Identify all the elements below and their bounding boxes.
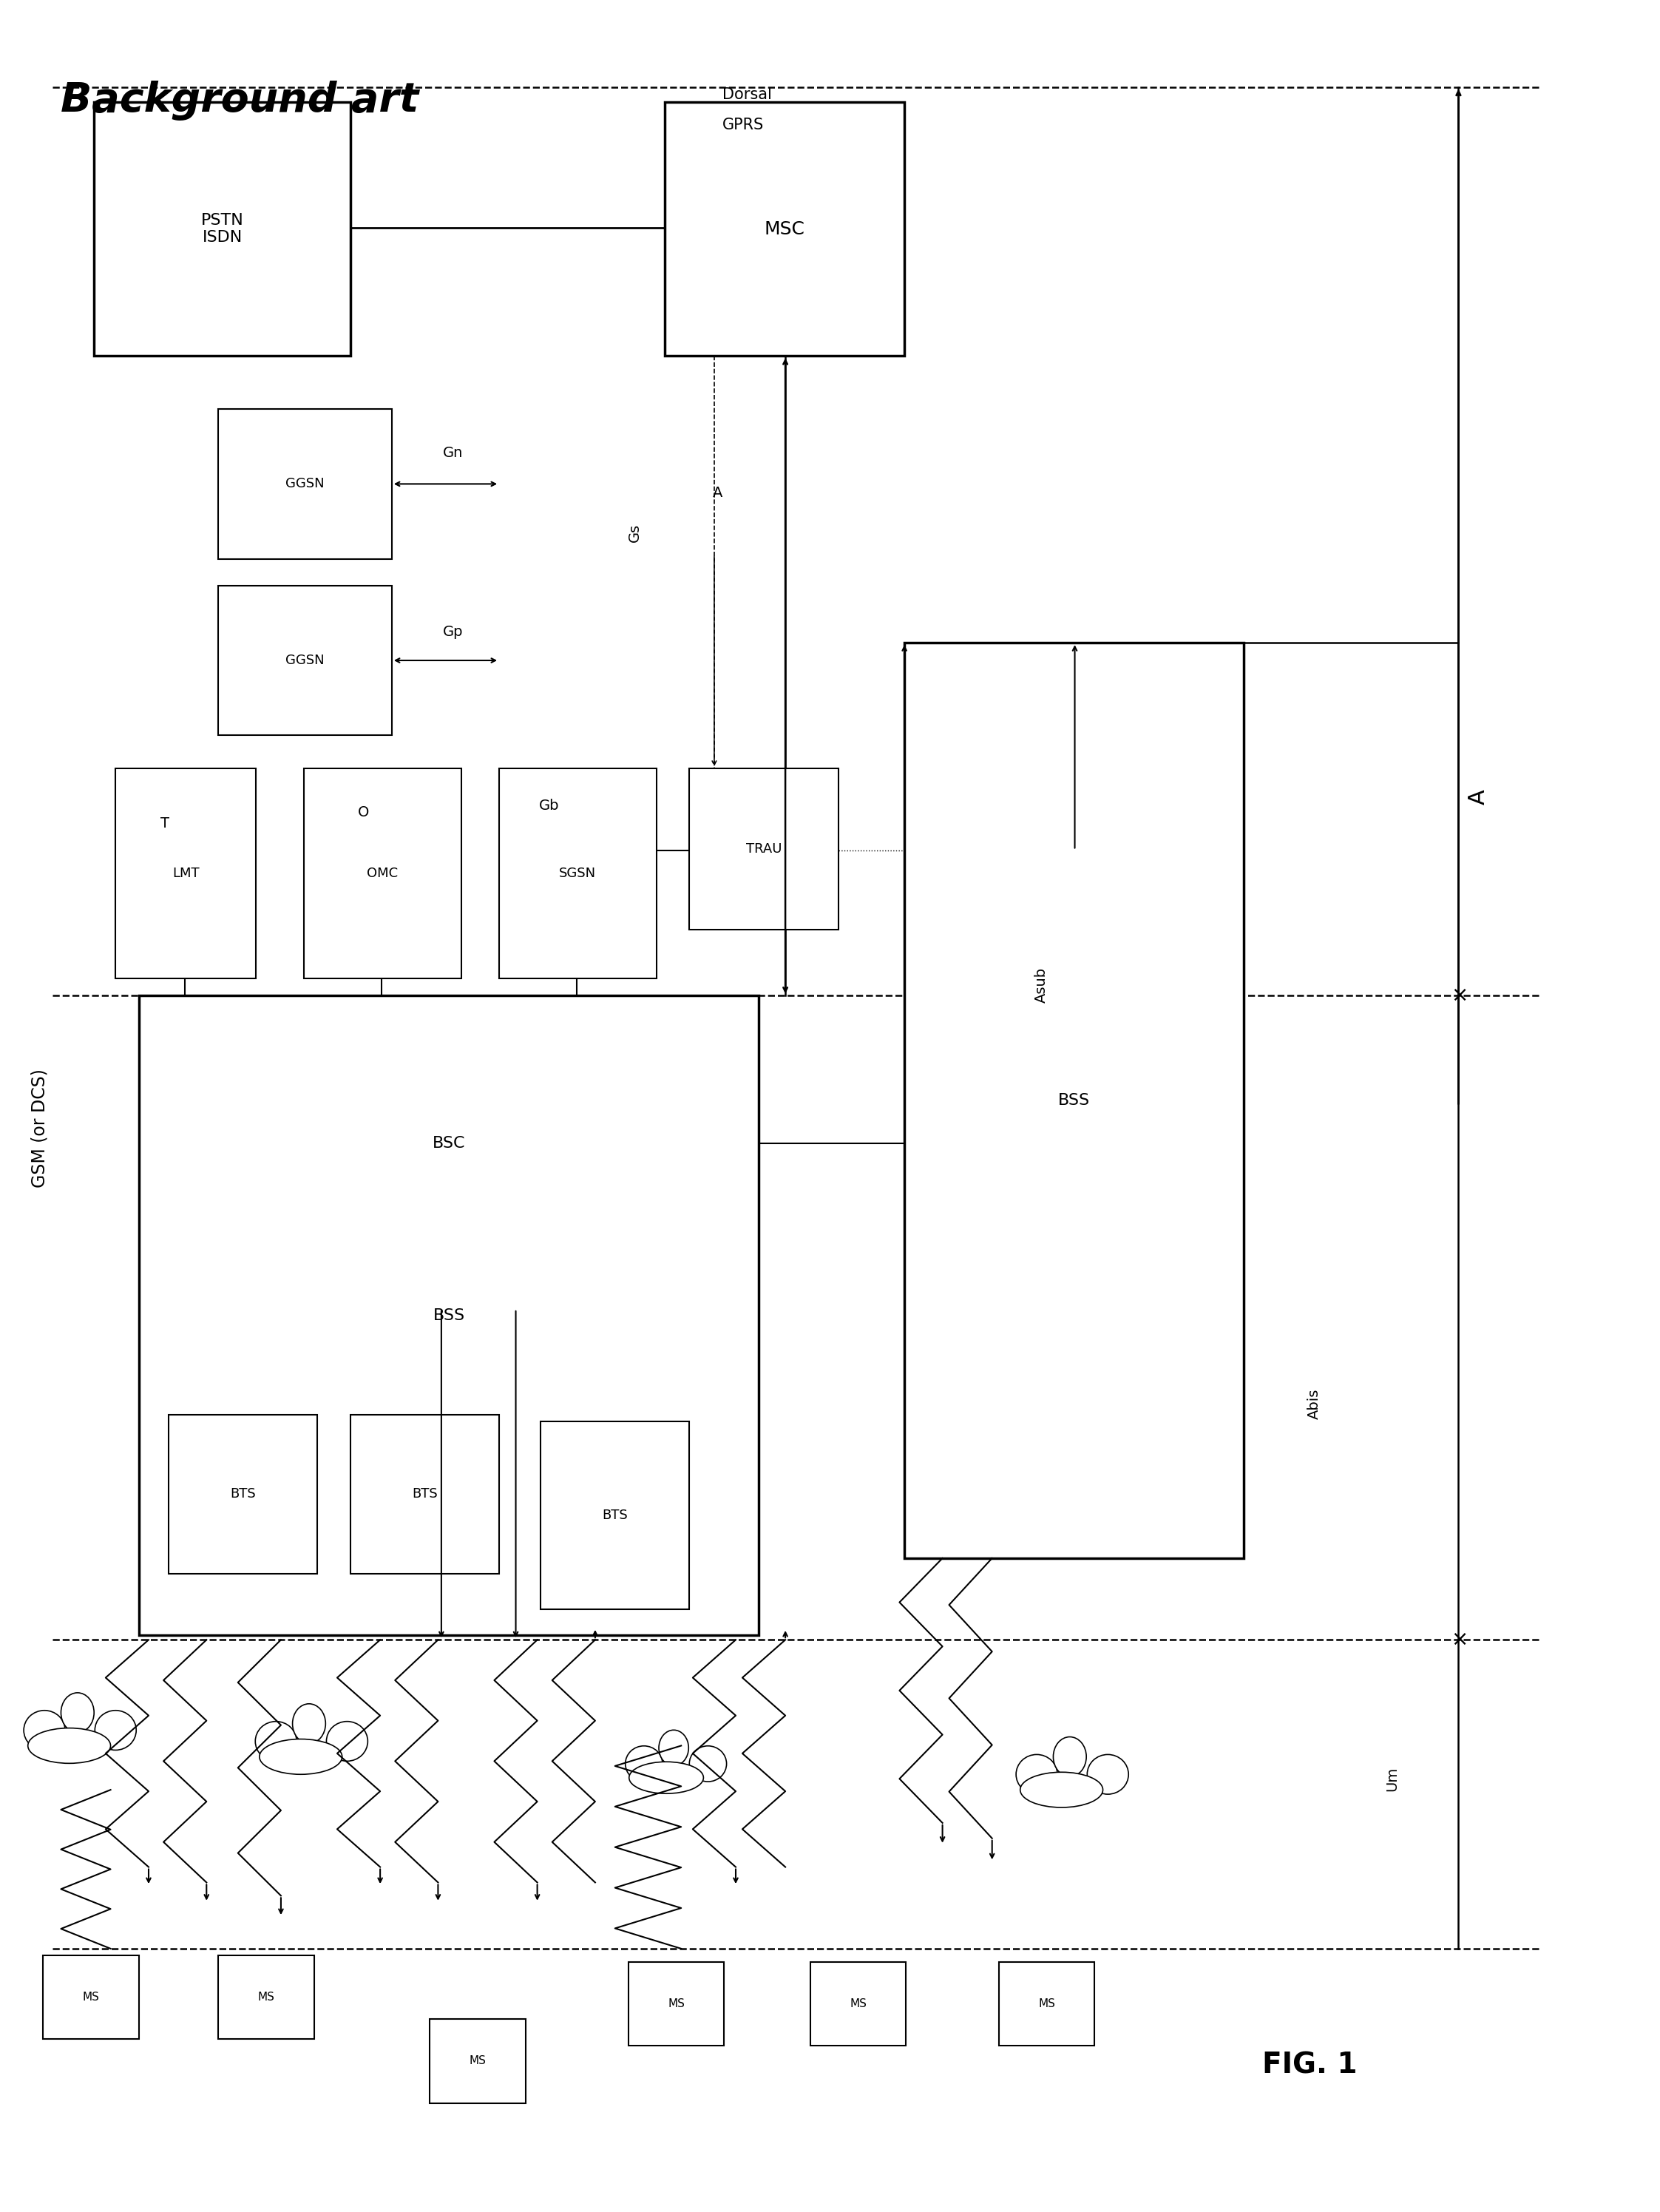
Ellipse shape (327, 1721, 369, 1761)
Text: MS: MS (257, 1991, 274, 2002)
Ellipse shape (1016, 1754, 1057, 1794)
Ellipse shape (629, 1761, 704, 1794)
Text: Gp: Gp (443, 624, 463, 639)
Ellipse shape (1021, 1772, 1102, 1807)
Text: GGSN: GGSN (286, 655, 324, 668)
Text: BTS: BTS (412, 1489, 438, 1502)
FancyBboxPatch shape (664, 102, 905, 356)
Text: BTS: BTS (231, 1489, 256, 1502)
Ellipse shape (659, 1730, 689, 1765)
Ellipse shape (256, 1721, 297, 1761)
Text: BSC: BSC (432, 1137, 465, 1150)
FancyBboxPatch shape (156, 1000, 742, 1287)
Text: Gb: Gb (540, 799, 559, 814)
Text: MS: MS (1038, 1997, 1056, 2008)
Text: Background art: Background art (61, 80, 418, 119)
Text: MSC: MSC (764, 221, 805, 239)
Text: MS: MS (667, 1997, 684, 2008)
Text: Dorsal: Dorsal (722, 86, 772, 102)
Text: MS: MS (850, 1997, 867, 2008)
Text: A: A (712, 487, 722, 500)
Text: MS: MS (83, 1991, 100, 2002)
FancyBboxPatch shape (43, 1955, 139, 2039)
FancyBboxPatch shape (95, 102, 350, 356)
Text: Gn: Gn (443, 447, 463, 460)
Text: BSS: BSS (433, 1307, 465, 1323)
FancyBboxPatch shape (999, 1962, 1094, 2046)
FancyBboxPatch shape (350, 1416, 500, 1573)
Ellipse shape (23, 1710, 65, 1750)
FancyBboxPatch shape (217, 1955, 314, 2039)
Text: A: A (1467, 790, 1489, 805)
Ellipse shape (292, 1703, 325, 1743)
FancyBboxPatch shape (168, 1416, 317, 1573)
Text: O: O (359, 805, 369, 821)
Text: $\times$: $\times$ (1451, 984, 1466, 1006)
Text: Gs: Gs (627, 524, 642, 542)
Text: MS: MS (470, 2055, 486, 2066)
Text: Abis: Abis (1308, 1389, 1321, 1420)
Ellipse shape (1052, 1736, 1086, 1776)
Text: $\times$: $\times$ (1451, 1630, 1466, 1650)
Text: OMC: OMC (367, 867, 398, 880)
FancyBboxPatch shape (541, 1422, 689, 1608)
Ellipse shape (1087, 1754, 1129, 1794)
FancyBboxPatch shape (116, 768, 256, 978)
Text: Um: Um (1386, 1767, 1399, 1792)
Text: TRAU: TRAU (745, 843, 782, 856)
FancyBboxPatch shape (810, 1962, 906, 2046)
Ellipse shape (689, 1745, 727, 1781)
Text: GPRS: GPRS (722, 117, 764, 133)
Text: LMT: LMT (173, 867, 199, 880)
FancyBboxPatch shape (217, 586, 392, 734)
Text: BTS: BTS (603, 1509, 627, 1522)
Text: GGSN: GGSN (286, 478, 324, 491)
Text: BSS: BSS (1057, 1093, 1091, 1108)
FancyBboxPatch shape (217, 409, 392, 560)
Ellipse shape (95, 1710, 136, 1750)
Text: FIG. 1: FIG. 1 (1262, 2051, 1358, 2079)
Text: T: T (161, 816, 169, 832)
Text: Asub: Asub (1034, 967, 1049, 1002)
Text: PSTN
ISDN: PSTN ISDN (201, 212, 244, 246)
Ellipse shape (626, 1745, 662, 1781)
FancyBboxPatch shape (689, 768, 838, 929)
FancyBboxPatch shape (139, 995, 759, 1635)
FancyBboxPatch shape (304, 768, 461, 978)
Ellipse shape (61, 1692, 95, 1732)
Ellipse shape (28, 1728, 111, 1763)
FancyBboxPatch shape (500, 768, 656, 978)
FancyBboxPatch shape (905, 644, 1243, 1557)
Text: GSM (or DCS): GSM (or DCS) (30, 1068, 48, 1188)
FancyBboxPatch shape (627, 1962, 724, 2046)
Text: SGSN: SGSN (559, 867, 596, 880)
Ellipse shape (259, 1739, 342, 1774)
FancyBboxPatch shape (430, 2020, 526, 2104)
